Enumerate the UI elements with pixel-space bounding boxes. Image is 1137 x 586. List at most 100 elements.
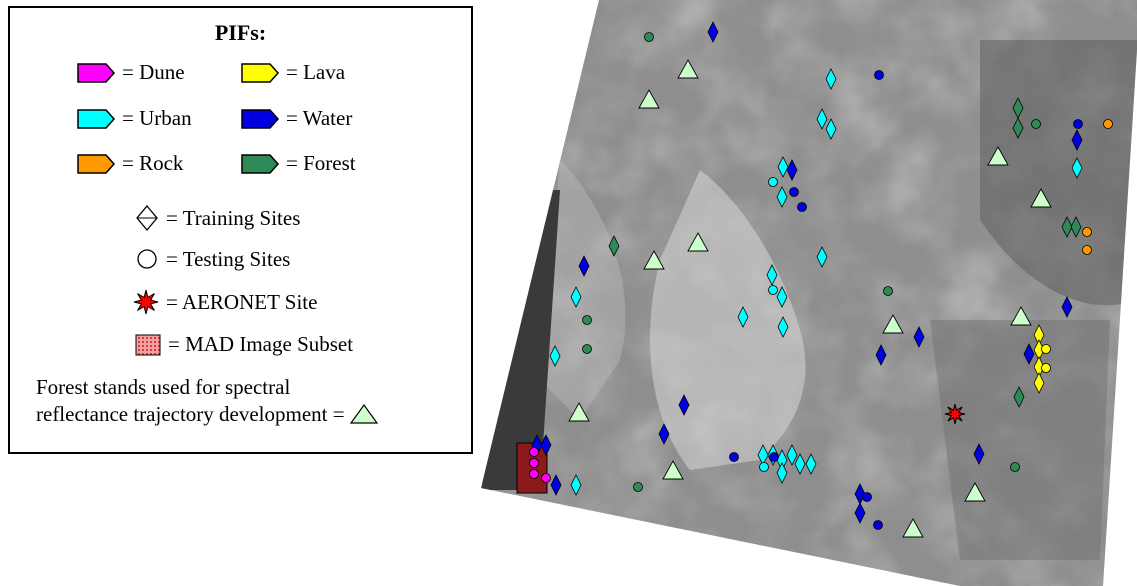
urban-training-site: [776, 186, 788, 208]
dune-testing-site: [529, 469, 539, 479]
legend-item-water: = Water: [240, 106, 352, 131]
forest-stands-note-line2: reflectance trajectory development =: [36, 401, 379, 428]
urban-training-site: [805, 453, 817, 475]
forest-stand-triangle: [882, 314, 904, 334]
forest-training-site: [1070, 216, 1082, 238]
rock-testing-site: [1103, 119, 1113, 129]
legend-label-training: = Training Sites: [166, 205, 301, 230]
water-training-site: [550, 474, 562, 496]
forest-stand-triangle: [1030, 188, 1052, 208]
water-training-site: [786, 159, 798, 181]
urban-training-site: [766, 264, 778, 286]
dune-testing-site: [541, 473, 551, 483]
rock-testing-site: [1082, 227, 1092, 237]
forest-stand-triangle: [987, 146, 1009, 166]
urban-training-site: [794, 453, 806, 475]
urban-training-site: [570, 286, 582, 308]
lava-testing-site: [1041, 344, 1051, 354]
legend-item-lava: = Lava: [240, 60, 345, 85]
pentagon-arrow-icon: [77, 62, 116, 83]
pentagon-arrow-icon: [241, 108, 280, 129]
water-testing-site: [1073, 119, 1083, 129]
legend-label-water: = Water: [286, 106, 353, 130]
urban-training-site: [786, 444, 798, 466]
forest-stand-triangle: [687, 232, 709, 252]
urban-training-site: [825, 118, 837, 140]
urban-testing-site: [759, 462, 769, 472]
legend-label-aeronet: = AERONET Site: [166, 289, 318, 314]
pentagon-arrow-icon: [77, 153, 116, 174]
lava-testing-site: [1041, 363, 1051, 373]
legend-label-urban: = Urban: [122, 106, 192, 130]
forest-stand-triangle: [964, 482, 986, 502]
urban-training-site: [570, 474, 582, 496]
forest-stand-triangle: [1010, 306, 1032, 326]
forest-testing-site: [1031, 119, 1041, 129]
legend-label-dune: = Dune: [122, 60, 185, 84]
water-testing-site: [874, 70, 884, 80]
urban-testing-site: [768, 285, 778, 295]
forest-testing-site: [633, 482, 643, 492]
water-testing-site: [729, 452, 739, 462]
forest-stands-note: Forest stands used for spectral reflecta…: [36, 374, 379, 428]
star-burst-icon: [133, 289, 159, 315]
legend-item-dune: = Dune: [76, 60, 185, 85]
legend-item-rock: = Rock: [76, 151, 183, 176]
legend-label-lava: = Lava: [286, 60, 346, 84]
legend-title: PIFs:: [214, 20, 267, 45]
forest-stand-triangle: [677, 59, 699, 79]
water-testing-site: [797, 202, 807, 212]
dune-testing-site: [529, 458, 539, 468]
urban-training-site: [777, 156, 789, 178]
forest-stand-triangle: [638, 89, 660, 109]
water-training-site: [854, 502, 866, 524]
mad-subset-swatch: [135, 334, 161, 355]
water-training-site: [658, 423, 670, 445]
circle-icon: [137, 249, 157, 269]
legend-label-mad: = MAD Image Subset: [168, 332, 354, 356]
legend-item-testing: = Testing Sites: [134, 246, 290, 272]
forest-stand-triangle: [568, 402, 590, 422]
urban-training-site: [816, 108, 828, 130]
diamond-icon: [136, 204, 158, 232]
legend-item-mad: = MAD Image Subset: [134, 332, 353, 357]
forest-testing-site: [1010, 462, 1020, 472]
legend-label-rock: = Rock: [122, 151, 184, 175]
pentagon-arrow-icon: [241, 153, 280, 174]
pentagon-arrow-icon: [77, 108, 116, 129]
water-training-site: [678, 394, 690, 416]
urban-testing-site: [768, 177, 778, 187]
urban-training-site: [776, 462, 788, 484]
urban-training-site: [776, 286, 788, 308]
forest-stands-note-line1: Forest stands used for spectral: [36, 375, 291, 399]
forest-stands-note-text: reflectance trajectory development =: [36, 402, 345, 426]
water-testing-site: [862, 492, 872, 502]
water-training-site: [973, 443, 985, 465]
water-training-site: [1061, 296, 1073, 318]
forest-training-site: [608, 235, 620, 257]
urban-training-site: [816, 246, 828, 268]
water-training-site: [1023, 343, 1035, 365]
legend-label-forest: = Forest: [286, 151, 356, 175]
urban-training-site: [825, 68, 837, 90]
forest-training-site: [1012, 117, 1024, 139]
satellite-scene: [481, 0, 1137, 586]
legend-item-aeronet: = AERONET Site: [132, 288, 317, 316]
forest-testing-site: [582, 344, 592, 354]
forest-stand-triangle: [643, 250, 665, 270]
pentagon-arrow-icon: [241, 62, 280, 83]
forest-training-site: [1061, 216, 1073, 238]
forest-training-site: [1013, 386, 1025, 408]
water-training-site: [913, 326, 925, 348]
aeronet-site-star: [944, 403, 966, 425]
site-markers: [516, 21, 1113, 538]
forest-testing-site: [644, 32, 654, 42]
legend-item-urban: = Urban: [76, 106, 192, 131]
forest-testing-site: [883, 286, 893, 296]
forest-stand-triangle: [902, 518, 924, 538]
forest-stand-triangle: [662, 460, 684, 480]
water-testing-site: [769, 452, 779, 462]
urban-training-site: [737, 306, 749, 328]
water-testing-site: [873, 520, 883, 530]
